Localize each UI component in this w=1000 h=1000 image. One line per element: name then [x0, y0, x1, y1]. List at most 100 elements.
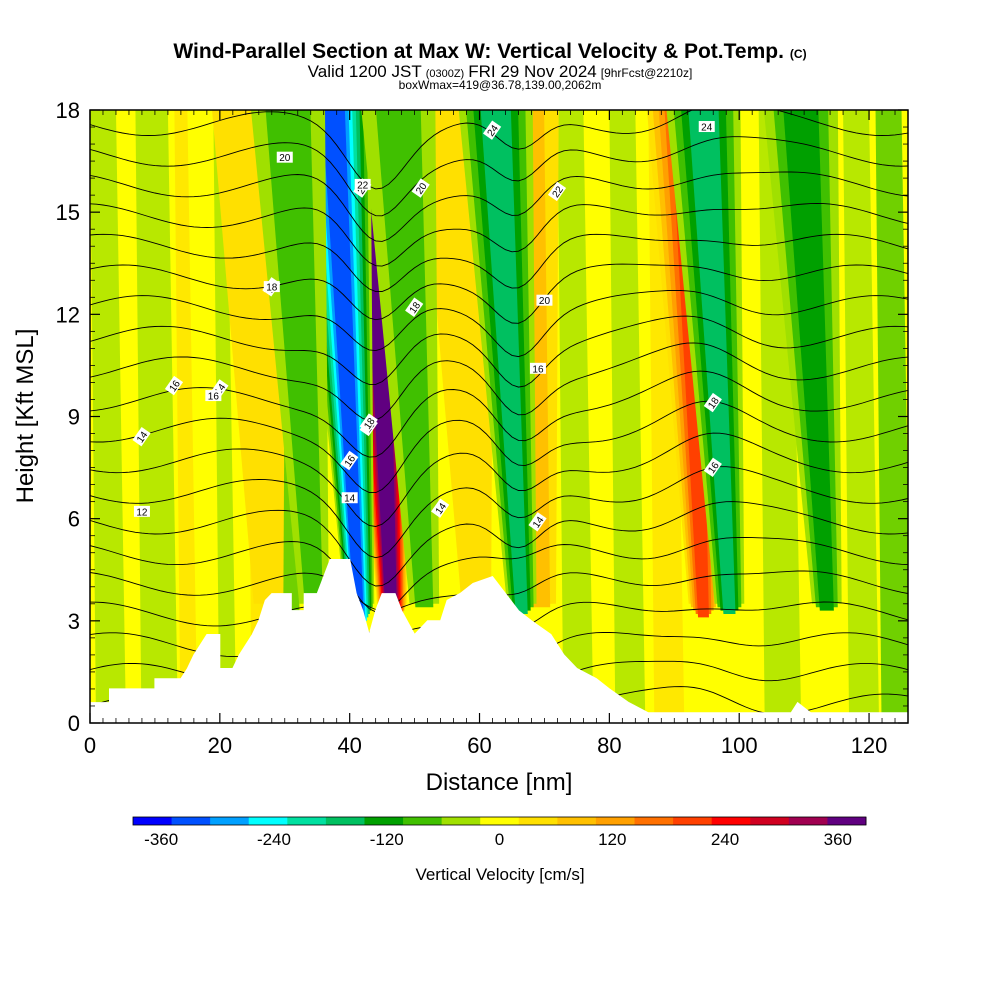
isentrope-label-14: 24 — [483, 120, 502, 140]
x-axis: 0 20 40 60 80 100 120 — [84, 110, 909, 758]
isentrope-label-7: 18 — [405, 297, 424, 317]
isentrope-label-13: 22 — [547, 181, 567, 202]
isentrope-18 — [90, 136, 908, 217]
isentrope-label-6: 18 — [263, 281, 280, 294]
colorbar-swatch-6 — [364, 817, 404, 825]
isentrope-label-bg-20 — [528, 512, 547, 532]
isentrope-label-19: 14 — [431, 498, 450, 518]
colorbar-swatch-4 — [287, 817, 327, 825]
isentrope-label-23: 16 — [340, 450, 359, 471]
isentrope-label-bg-10 — [411, 178, 430, 198]
colorbar: -360 -240 -120 0 120 240 360 — [132, 816, 867, 849]
isentrope-label-text-0: 12 — [136, 507, 148, 518]
isentrope-label-bg-16 — [703, 392, 722, 413]
colorbar-swatch-9 — [480, 817, 520, 825]
isentrope-label-15: 24 — [698, 121, 715, 134]
isentrope-label-text-9: 20 — [279, 153, 291, 164]
colorbar-frame — [132, 816, 867, 826]
chart-title: Wind-Parallel Section at Max W: Vertical… — [173, 40, 806, 63]
x-tick-label-4: 80 — [597, 733, 621, 758]
colorbar-swatch-15 — [711, 817, 751, 825]
isentrope-label-text-6: 18 — [266, 283, 278, 294]
isentrope-label-bg-15 — [698, 121, 715, 133]
isentrope-label-bg-6 — [263, 281, 280, 293]
y-tick-label-1: 3 — [68, 609, 80, 634]
chart-subtitle-2: boxWmax=419@36.78,139.00,2062m — [399, 78, 602, 92]
bg-band-3 — [213, 110, 237, 723]
isentrope-label-3: 16 — [205, 390, 222, 403]
colorbar-tick-label-3: 0 — [495, 830, 504, 849]
isentrope-12 — [90, 315, 908, 388]
isentrope-label-24: 14 — [341, 492, 358, 505]
isentrope-label-bg-23 — [340, 450, 359, 471]
isentrope-label-bg-9 — [276, 151, 293, 163]
isentrope-label-16: 18 — [703, 392, 722, 413]
isentrope-label-10: 20 — [411, 178, 430, 198]
colorbar-swatch-3 — [248, 817, 288, 825]
isentrope-label-text-3: 16 — [208, 392, 220, 403]
y-tick-label-3: 9 — [68, 405, 80, 430]
isentrope-label-bg-19 — [431, 498, 450, 518]
y-tick-label-2: 6 — [68, 507, 80, 532]
y-axis: 0 3 6 9 12 15 18 — [56, 98, 908, 736]
isentrope-label-bg-1 — [132, 426, 151, 447]
colorbar-swatch-5 — [325, 817, 365, 825]
isentrope-label-bg-7 — [405, 297, 424, 317]
isentrope-label-22: 18 — [359, 413, 378, 433]
colorbar-swatch-10 — [518, 817, 558, 825]
isentrope-label-bg-12 — [354, 178, 371, 190]
bg-band-10 — [843, 110, 880, 723]
plot-area — [90, 110, 908, 723]
colorbar-swatch-11 — [557, 817, 597, 825]
isentrope-label-bg-18 — [529, 362, 546, 374]
colorbar-swatch-13 — [634, 817, 674, 825]
y-tick-label-5: 15 — [56, 200, 80, 225]
isentrope-label-bg-14 — [483, 120, 502, 140]
down-band-1-level-3 — [480, 110, 528, 615]
x-tick-label-2: 40 — [337, 733, 361, 758]
down-band-3-level-1 — [265, 110, 323, 608]
isentrope-label-text-24: 14 — [344, 494, 356, 505]
colorbar-tick-label-1: -240 — [257, 830, 291, 849]
isentrope-label-bg-17 — [703, 457, 722, 478]
colorbar-swatch-18 — [827, 817, 867, 825]
x-axis-title: Distance [nm] — [426, 769, 573, 796]
isentrope-6 — [90, 501, 908, 587]
bg-band-6 — [557, 110, 594, 723]
isentrope-15 — [90, 233, 908, 293]
bg-band-11 — [875, 110, 908, 723]
velocity-bands — [90, 110, 908, 723]
isentrope-label-bg-0 — [133, 505, 150, 517]
isentrope-7 — [90, 466, 908, 559]
y-tick-label-4: 12 — [56, 302, 80, 327]
isentrope-label-text-15: 24 — [701, 123, 713, 134]
colorbar-tick-label-5: 240 — [711, 830, 739, 849]
bg-band-2 — [174, 110, 198, 723]
isentrope-9 — [90, 400, 908, 494]
copyright-mark: (C) — [790, 47, 807, 61]
isentrope-label-18: 16 — [529, 362, 546, 375]
isentrope-label-20: 14 — [528, 512, 547, 532]
x-tick-label-6: 120 — [851, 733, 888, 758]
isentrope-label-text-12: 22 — [357, 180, 369, 191]
colorbar-swatch-1 — [171, 817, 211, 825]
isentrope-label-bg-24 — [341, 492, 358, 504]
x-tick-label-1: 20 — [208, 733, 232, 758]
isentrope-label-bg-5 — [164, 375, 184, 396]
x-tick-label-3: 60 — [467, 733, 491, 758]
colorbar-swatch-0 — [133, 817, 173, 825]
colorbar-tick-label-4: 120 — [598, 830, 626, 849]
isentrope-14 — [90, 263, 908, 324]
terrain-mask — [90, 559, 908, 723]
isentrope-label-bg-21 — [536, 294, 553, 306]
colorbar-swatch-2 — [210, 817, 250, 825]
isentrope-11 — [90, 342, 908, 422]
isentrope-label-17: 16 — [703, 457, 722, 478]
colorbar-swatch-8 — [441, 817, 481, 825]
isentrope-13 — [90, 289, 908, 358]
isentrope-label-bg-13 — [547, 181, 567, 202]
isentrope-19 — [90, 110, 908, 190]
y-axis-title: Height [Kft MSL] — [12, 329, 39, 504]
isentrope-8 — [90, 432, 908, 527]
